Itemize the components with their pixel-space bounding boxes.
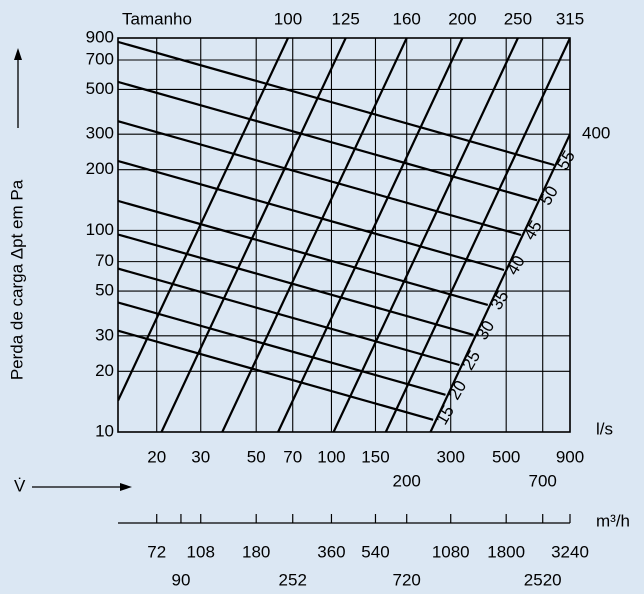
velocity-line bbox=[118, 301, 446, 396]
y-tick-label: 900 bbox=[86, 27, 114, 46]
velocity-line bbox=[118, 199, 489, 306]
size-line bbox=[384, 38, 570, 432]
size-label: 100 bbox=[274, 9, 302, 28]
x2-tick-label: 72 bbox=[147, 542, 166, 561]
x-tick-label: 100 bbox=[317, 447, 345, 466]
velocity-label: 15 bbox=[432, 402, 458, 428]
size-line bbox=[277, 38, 464, 432]
velocity-label: 25 bbox=[458, 347, 484, 373]
x2-tick-label: 2520 bbox=[524, 570, 562, 589]
velocity-label: 50 bbox=[536, 183, 562, 209]
y-tick-label: 500 bbox=[86, 79, 114, 98]
velocity-label: 30 bbox=[472, 317, 498, 343]
y-tick-label: 100 bbox=[86, 220, 114, 239]
size-line bbox=[332, 38, 519, 432]
x-tick-label: 300 bbox=[437, 447, 465, 466]
velocity-line bbox=[118, 329, 434, 421]
y-tick-label: 10 bbox=[95, 421, 114, 440]
velocity-label: 40 bbox=[503, 252, 529, 278]
size-label: 400 bbox=[582, 124, 610, 143]
x2-tick-label: 108 bbox=[187, 542, 215, 561]
x-tick-label: 70 bbox=[283, 447, 302, 466]
size-label: 200 bbox=[448, 9, 476, 28]
x-tick-label: 20 bbox=[147, 447, 166, 466]
x-unit: l/s bbox=[596, 419, 613, 438]
x2-tick-label: 1800 bbox=[487, 542, 525, 561]
velocity-line bbox=[118, 120, 522, 237]
x-arrow-head bbox=[120, 483, 132, 491]
velocity-line bbox=[118, 267, 460, 367]
size-label: 315 bbox=[556, 9, 584, 28]
x2-tick-label: 360 bbox=[317, 542, 345, 561]
x2-tick-label: 180 bbox=[242, 542, 270, 561]
y-tick-label: 20 bbox=[95, 361, 114, 380]
velocity-line bbox=[118, 233, 474, 336]
velocity-line bbox=[118, 159, 505, 272]
plot-area bbox=[118, 38, 570, 432]
x-tick-label: 700 bbox=[529, 471, 557, 490]
x-tick-label: 50 bbox=[247, 447, 266, 466]
x-tick-label: 500 bbox=[492, 447, 520, 466]
x-axis-label: V̇ bbox=[14, 476, 26, 495]
y-tick-label: 300 bbox=[86, 124, 114, 143]
plot-frame bbox=[117, 37, 571, 433]
x2-tick-label: 252 bbox=[279, 570, 307, 589]
size-line bbox=[160, 38, 347, 432]
x-tick-label: 900 bbox=[556, 447, 584, 466]
x-tick-label: 30 bbox=[191, 447, 210, 466]
y-tick-label: 200 bbox=[86, 159, 114, 178]
y-arrow-head bbox=[14, 48, 22, 60]
x2-unit: m³/h bbox=[596, 511, 630, 530]
size-line bbox=[118, 38, 289, 402]
velocity-line bbox=[118, 80, 538, 202]
y-axis-label: Perda de carga Δpt em Pa bbox=[7, 179, 26, 380]
size-line bbox=[429, 133, 570, 432]
velocity-label: 20 bbox=[444, 377, 470, 403]
x-tick-label: 200 bbox=[393, 471, 421, 490]
y-tick-label: 700 bbox=[86, 49, 114, 68]
x2-tick-label: 1080 bbox=[432, 542, 470, 561]
size-label: 160 bbox=[393, 9, 421, 28]
x2-tick-label: 3240 bbox=[551, 542, 589, 561]
size-label: 125 bbox=[331, 9, 359, 28]
size-label: 250 bbox=[504, 9, 532, 28]
x2-tick-label: 90 bbox=[171, 570, 190, 589]
y-tick-label: 50 bbox=[95, 281, 114, 300]
size-title: Tamanho bbox=[122, 9, 192, 28]
velocity-label: 45 bbox=[520, 217, 546, 243]
velocity-line bbox=[118, 40, 555, 167]
x2-tick-label: 720 bbox=[393, 570, 421, 589]
x-tick-label: 150 bbox=[361, 447, 389, 466]
y-tick-label: 30 bbox=[95, 325, 114, 344]
x2-tick-label: 540 bbox=[361, 542, 389, 561]
y-tick-label: 70 bbox=[95, 251, 114, 270]
